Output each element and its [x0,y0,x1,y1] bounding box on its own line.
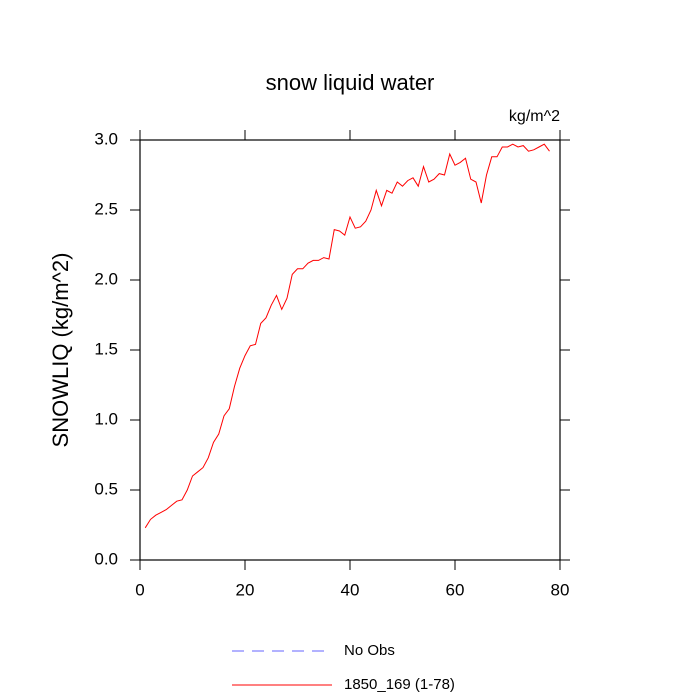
y-tick-label: 3.0 [94,129,118,148]
y-tick-label: 2.0 [94,269,118,288]
y-tick-label: 0.5 [94,479,118,498]
x-tick-label: 80 [551,580,570,599]
chart-title: snow liquid water [266,70,435,95]
y-tick-label: 1.0 [94,409,118,428]
units-label: kg/m^2 [509,108,560,125]
x-tick-label: 60 [446,580,465,599]
y-tick-label: 0.0 [94,549,118,568]
y-axis-label: SNOWLIQ (kg/m^2) [48,253,73,448]
x-tick-label: 40 [341,580,360,599]
y-tick-label: 2.5 [94,199,118,218]
x-tick-label: 20 [236,580,255,599]
legend-label: No Obs [344,642,395,659]
x-tick-label: 0 [135,580,144,599]
y-tick-label: 1.5 [94,339,118,358]
plot-frame [139,139,561,561]
legend-label: 1850_169 (1-78) [344,676,455,693]
data-line [144,143,550,529]
